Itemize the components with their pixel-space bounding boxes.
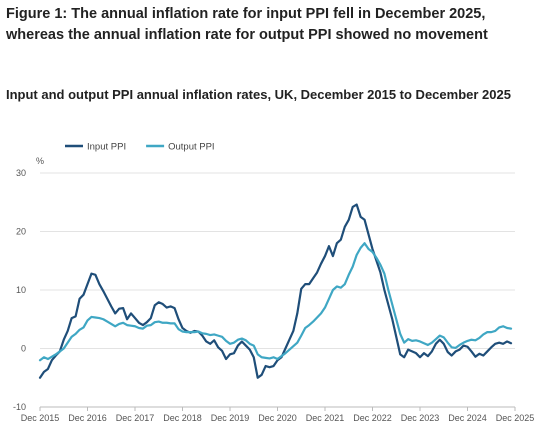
y-tick-label--10: -10 — [13, 402, 26, 412]
x-tick-label-5: Dec 2020 — [258, 413, 297, 423]
x-tick-label-7: Dec 2022 — [353, 413, 392, 423]
x-tick-label-6: Dec 2021 — [306, 413, 345, 423]
y-tick-label-20: 20 — [16, 227, 26, 237]
y-tick-label-0: 0 — [21, 344, 26, 354]
series-line-output-ppi — [38, 242, 513, 362]
x-tick-label-2: Dec 2017 — [116, 413, 155, 423]
y-unit-label: % — [36, 156, 44, 166]
x-tick-label-10: Dec 2025 — [496, 413, 535, 423]
y-tick-label-10: 10 — [16, 285, 26, 295]
y-tick-label-30: 30 — [16, 168, 26, 178]
x-tick-label-3: Dec 2018 — [163, 413, 202, 423]
x-tick-label-9: Dec 2024 — [448, 413, 487, 423]
x-tick-label-1: Dec 2016 — [68, 413, 107, 423]
figure-subtitle: Input and output PPI annual inflation ra… — [6, 87, 511, 102]
legend-label-output-ppi: Output PPI — [168, 142, 214, 153]
legend-label-input-ppi: Input PPI — [87, 142, 126, 153]
x-tick-label-8: Dec 2023 — [401, 413, 440, 423]
series-line-input-ppi — [38, 203, 513, 379]
x-tick-label-4: Dec 2019 — [211, 413, 250, 423]
x-tick-label-0: Dec 2015 — [21, 413, 60, 423]
figure-title: Figure 1: The annual inflation rate for … — [6, 6, 488, 43]
